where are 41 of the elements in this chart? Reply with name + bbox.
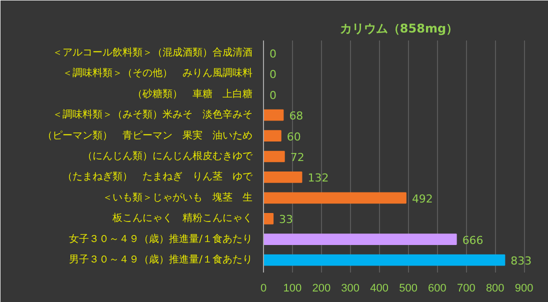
y-tick-label: ＜アルコール飲料類＞（混成酒類）合成清酒 [52, 46, 252, 58]
data-label: 68 [289, 110, 304, 123]
x-tick-label: 400 [370, 282, 388, 294]
x-tick-label: 900 [514, 282, 534, 294]
x-tick-label: 200 [312, 282, 331, 294]
x-tick-label: 100 [283, 282, 302, 294]
chart-title: カリウム（858mg） [340, 22, 458, 36]
y-tick-label: ＜調味料類＞（みそ類）米みそ 淡色辛みそ [52, 108, 252, 121]
bar [264, 172, 302, 183]
x-tick-label: 500 [399, 282, 418, 294]
data-label: 0 [270, 47, 276, 60]
data-label: 72 [290, 151, 304, 164]
data-label: 132 [308, 172, 329, 185]
x-tick-label: 600 [428, 282, 446, 294]
y-tick-label: ＜いも類＞じゃがいも 塊茎 生 [102, 191, 252, 204]
bar [264, 234, 457, 246]
y-tick-label: 女子３０～４９（歳）推進量/１食あたり [69, 232, 253, 245]
data-label: 0 [270, 88, 276, 102]
x-tick-label: 700 [456, 282, 476, 294]
y-tick-label: （たまねぎ類） たまねぎ りん茎 ゆで [62, 170, 254, 183]
x-tick-label: 300 [341, 282, 360, 294]
bar [264, 254, 506, 266]
y-tick-label: 板こんにゃく 精粉こんにゃく [112, 212, 252, 224]
data-label: 833 [510, 254, 532, 268]
y-tick-label: ＜調味料類＞（その他） みりん風調味料 [62, 67, 252, 80]
data-label: 492 [412, 192, 433, 206]
bar [264, 212, 274, 224]
y-tick-label: 男子３０～４９（歳）推進量/１食あたり [69, 254, 253, 266]
y-tick-label: （にんじん類）にんじん根皮むきゆで [82, 150, 254, 162]
data-label: 666 [462, 234, 484, 247]
bar [264, 109, 284, 121]
x-tick-label: 0 [260, 282, 267, 294]
data-label: 33 [279, 213, 294, 226]
bar [264, 150, 285, 162]
x-tick-label: 800 [486, 282, 504, 294]
y-tick-label: （ピーマン類） 青ピーマン 果実 油いため [42, 129, 252, 142]
data-label: 60 [286, 130, 301, 144]
data-label: 0 [270, 68, 276, 82]
y-tick-label: （砂糖類） 車糖 上白糖 [132, 88, 252, 100]
bar [264, 130, 282, 142]
bar [264, 192, 406, 204]
